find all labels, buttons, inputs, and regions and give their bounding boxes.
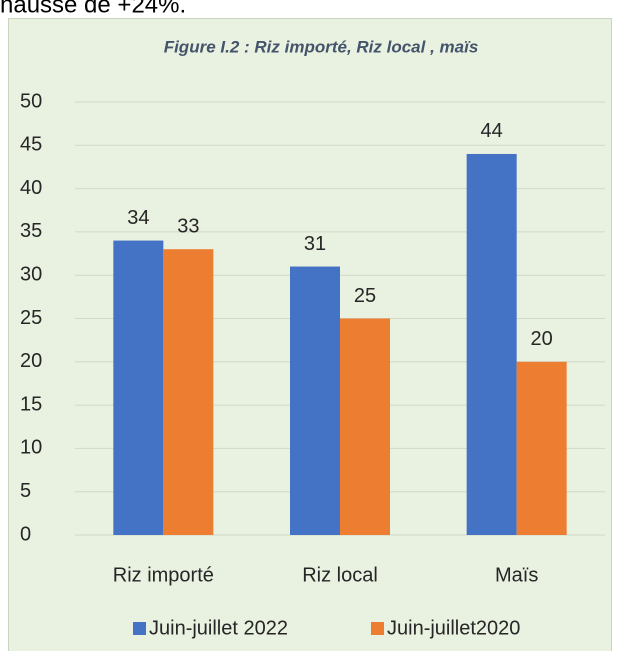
data-label: 33 [177, 216, 199, 238]
data-label: 44 [481, 120, 503, 142]
bar [340, 318, 390, 535]
y-tick-label: 35 [20, 220, 42, 242]
y-tick-label: 30 [20, 263, 42, 285]
bar [163, 249, 214, 535]
data-label: 34 [127, 207, 149, 229]
y-tick-label: 10 [20, 437, 42, 459]
y-tick-label: 20 [20, 350, 42, 372]
y-tick-label: 50 [20, 90, 42, 112]
x-tick-label: Riz local [302, 564, 378, 586]
y-tick-label: 45 [20, 134, 42, 156]
legend-label: Juin-juillet2020 [387, 617, 520, 639]
y-tick-label: 5 [20, 480, 31, 502]
page-text: hausse de +24%. [0, 0, 186, 18]
legend-swatch [371, 622, 384, 635]
data-label: 25 [354, 285, 376, 307]
bar [516, 361, 567, 535]
data-label: 20 [531, 328, 553, 350]
y-tick-label: 0 [20, 523, 31, 545]
y-tick-label: 15 [20, 393, 42, 415]
legend-label: Juin-juillet 2022 [149, 617, 288, 639]
bar [290, 266, 340, 535]
bar [113, 240, 164, 535]
legend-swatch [133, 622, 146, 635]
y-tick-label: 40 [20, 177, 42, 199]
x-tick-label: Maïs [495, 564, 538, 586]
y-tick-label: 25 [20, 307, 42, 329]
bar [466, 153, 517, 535]
data-label: 31 [304, 233, 326, 255]
chart-title: Figure I.2 : Riz importé, Riz local , ma… [164, 37, 479, 56]
x-tick-label: Riz importé [113, 564, 214, 586]
